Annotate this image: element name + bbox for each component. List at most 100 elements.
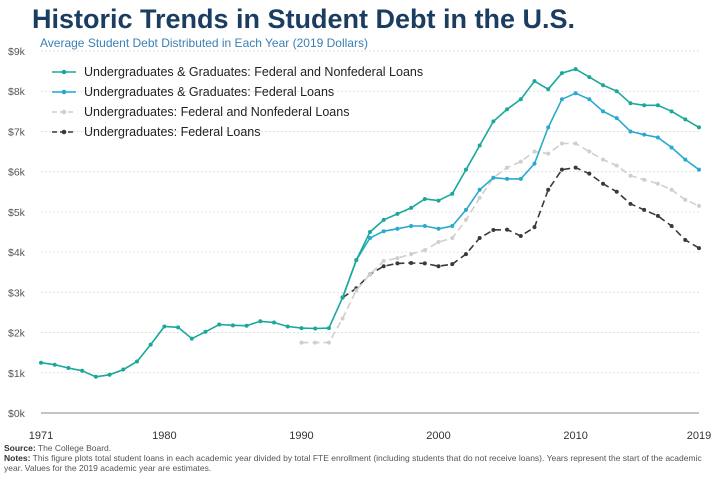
data-point: [463, 167, 468, 172]
data-point: [532, 149, 537, 154]
data-point: [326, 340, 331, 345]
data-point: [340, 316, 345, 321]
data-point: [559, 141, 564, 146]
notes-text: This figure plots total student loans in…: [4, 453, 702, 473]
data-point: [532, 79, 537, 84]
data-point: [450, 191, 455, 196]
data-point: [230, 323, 235, 328]
data-point: [601, 181, 606, 186]
data-point: [587, 149, 592, 154]
data-point: [477, 143, 482, 148]
data-point: [587, 75, 592, 80]
data-point: [436, 226, 441, 231]
data-point: [395, 256, 400, 261]
data-point: [354, 288, 359, 293]
data-point: [491, 175, 496, 180]
data-point: [450, 236, 455, 241]
data-point: [601, 83, 606, 88]
data-point: [121, 367, 126, 372]
data-point: [313, 326, 318, 331]
source-text: The College Board.: [37, 443, 112, 453]
notes-note: Notes: This figure plots total student l…: [4, 453, 716, 473]
data-point: [683, 197, 688, 202]
data-point: [381, 217, 386, 222]
data-point: [532, 225, 537, 230]
data-point: [505, 227, 510, 232]
data-point: [518, 176, 523, 181]
data-point: [505, 165, 510, 170]
data-point: [477, 187, 482, 192]
data-point: [422, 197, 427, 202]
data-point: [134, 359, 139, 364]
data-point: [655, 181, 660, 186]
data-point: [697, 125, 701, 130]
legend-swatch-marker: [61, 89, 67, 95]
y-tick-label: $0k: [8, 408, 26, 420]
series-line: [341, 92, 700, 298]
data-point: [505, 176, 510, 181]
legend-label: Undergraduates: Federal Loans: [84, 125, 261, 139]
data-point: [422, 223, 427, 228]
data-point: [587, 97, 592, 102]
data-point: [614, 189, 619, 194]
data-point: [354, 258, 359, 263]
data-point: [217, 322, 222, 327]
legend-swatch-marker: [61, 129, 67, 135]
data-point: [409, 252, 414, 257]
data-point: [436, 240, 441, 245]
data-point: [477, 195, 482, 200]
data-point: [436, 264, 441, 269]
data-point: [39, 360, 43, 365]
legend-label: Undergraduates & Graduates: Federal Loan…: [84, 85, 334, 99]
chart-footer: Source: The College Board. Notes: This f…: [4, 443, 716, 473]
data-point: [628, 201, 633, 206]
x-tick-label: 1971: [29, 430, 53, 440]
source-note: Source: The College Board.: [4, 443, 716, 453]
data-point: [655, 135, 660, 140]
chart-title: Historic Trends in Student Debt in the U…: [32, 4, 576, 34]
data-point: [614, 116, 619, 121]
data-point: [395, 211, 400, 216]
data-point: [614, 89, 619, 94]
data-point: [628, 173, 633, 178]
data-point: [381, 258, 386, 263]
data-point: [518, 159, 523, 164]
data-point: [669, 145, 674, 150]
data-point: [697, 246, 701, 251]
data-point: [601, 109, 606, 114]
data-point: [546, 187, 551, 192]
data-point: [463, 217, 468, 222]
data-point: [189, 336, 194, 341]
data-point: [518, 234, 523, 239]
data-point: [313, 340, 318, 345]
data-point: [299, 340, 304, 345]
data-point: [573, 91, 578, 96]
data-point: [80, 368, 85, 373]
data-point: [450, 262, 455, 267]
data-point: [614, 163, 619, 168]
x-tick-label: 1980: [152, 430, 176, 440]
y-tick-label: $1k: [8, 368, 26, 380]
data-point: [93, 374, 98, 379]
x-tick-label: 2000: [426, 430, 450, 440]
data-point: [697, 167, 701, 172]
data-point: [436, 198, 441, 203]
data-point: [532, 161, 537, 166]
data-point: [559, 71, 564, 76]
data-point: [258, 319, 263, 324]
data-point: [148, 342, 153, 347]
data-point: [669, 187, 674, 192]
y-tick-label: $3k: [8, 287, 26, 299]
data-point: [559, 97, 564, 102]
data-point: [340, 295, 345, 300]
notes-label: Notes:: [4, 453, 31, 463]
data-point: [546, 87, 551, 92]
data-point: [272, 320, 277, 325]
y-tick-label: $6k: [8, 167, 26, 179]
data-point: [683, 117, 688, 122]
data-point: [368, 272, 372, 277]
data-point: [546, 125, 551, 130]
data-point: [642, 207, 647, 212]
data-point: [422, 248, 427, 253]
data-point: [559, 167, 564, 172]
